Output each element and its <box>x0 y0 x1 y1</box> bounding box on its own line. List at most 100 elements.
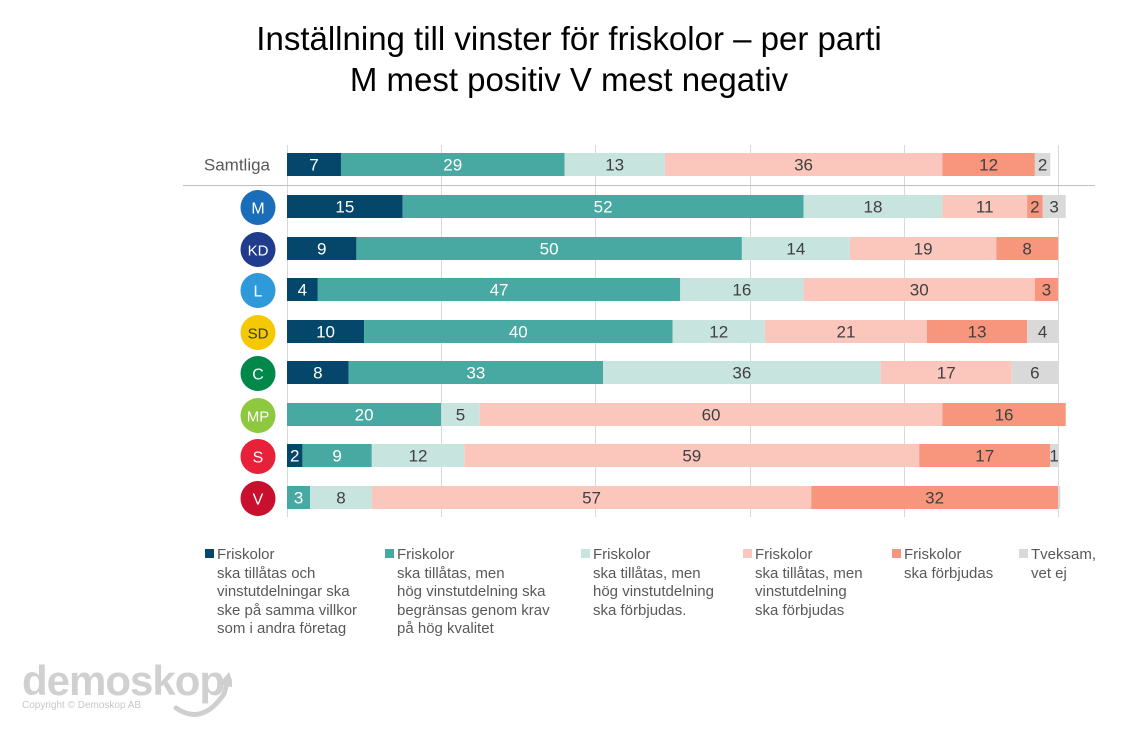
bar-segment <box>1034 153 1051 176</box>
bar-segment <box>287 320 365 343</box>
bar-segment <box>942 195 1028 218</box>
bar-segment <box>926 320 1028 343</box>
data-label: 3 <box>294 489 303 508</box>
data-label: 60 <box>702 406 721 425</box>
legend-item: Friskolor ska tillåtas och vinstutdelnin… <box>205 546 357 639</box>
legend-label: Friskolor ska tillåtas, men hög vinstutd… <box>593 546 714 619</box>
data-label: 33 <box>466 364 485 383</box>
data-label: 6 <box>1030 364 1039 383</box>
legend-swatch <box>205 549 214 558</box>
bars: 7 29 13 36 12 215 52 18 11 2 39 50 14 19 84 47 16 30 310 40… <box>287 153 1066 509</box>
data-label: 17 <box>937 364 956 383</box>
bar-row-mp: 20 5 60 16 <box>287 403 1066 426</box>
data-label: 8 <box>313 364 322 383</box>
bar-segment <box>371 486 812 509</box>
bar-segment <box>680 278 804 301</box>
legend-swatch <box>892 549 901 558</box>
party-circle <box>240 273 276 308</box>
data-label: 2 <box>290 447 299 466</box>
bar-segment <box>741 237 850 260</box>
logo-wordmark: demoskop <box>22 657 225 704</box>
data-label: 9 <box>332 447 341 466</box>
bar-segment <box>1011 361 1058 384</box>
party-label: V <box>253 492 264 509</box>
data-label: 29 <box>443 156 462 175</box>
data-label: 2 <box>1030 198 1039 217</box>
bar-segment <box>287 361 349 384</box>
data-label: 18 <box>863 198 882 217</box>
legend-item: Friskolor ska tillåtas, men hög vinstutd… <box>385 546 550 639</box>
bar-segment <box>356 237 742 260</box>
data-label: 16 <box>995 406 1014 425</box>
party-badge-l: L <box>240 273 276 308</box>
bar-segment <box>371 444 465 467</box>
logo-copyright: Copyright © Demoskop AB <box>22 700 142 711</box>
party-circle <box>240 481 276 516</box>
party-label: L <box>254 284 263 301</box>
data-label: 32 <box>925 489 944 508</box>
data-label: 7 <box>309 156 318 175</box>
data-label: 9 <box>317 240 326 259</box>
demoskop-logo: demoskop Copyright © Demoskop AB <box>22 657 232 717</box>
bar-segment <box>564 153 665 176</box>
bar-row-l: 4 47 16 30 3 <box>287 278 1058 301</box>
bar-segment <box>402 195 804 218</box>
bar-segment <box>340 153 565 176</box>
data-label: 2 <box>1038 156 1047 175</box>
party-label: S <box>253 450 264 467</box>
bar-row-s: 2 9 12 59 17 1 <box>287 444 1059 467</box>
chart-title: Inställning till vinster för friskolor –… <box>256 20 882 57</box>
data-label: 17 <box>975 447 994 466</box>
party-circle <box>240 315 276 350</box>
data-label: 21 <box>837 323 856 342</box>
party-label: KD <box>248 243 269 260</box>
party-label: SD <box>248 326 269 343</box>
party-badge-v: V <box>240 481 276 516</box>
data-label: 14 <box>786 240 805 259</box>
bar-segment <box>464 444 920 467</box>
data-label: 11 <box>976 198 994 217</box>
bar-segment <box>287 195 403 218</box>
party-badge-m: M <box>240 190 276 225</box>
data-label: 4 <box>1038 323 1047 342</box>
data-label: 1 <box>1049 447 1058 466</box>
bar-segment <box>1050 444 1058 467</box>
data-label: 4 <box>298 281 307 300</box>
bar-row-samtliga: 7 29 13 36 12 2 <box>287 153 1051 176</box>
bar-segment <box>849 237 997 260</box>
data-label: 15 <box>335 198 354 217</box>
bar-segment <box>302 444 372 467</box>
data-label: 5 <box>456 406 465 425</box>
bar-segment <box>996 237 1058 260</box>
legend-label: Friskolor ska tillåtas och vinstutdelnin… <box>217 546 358 637</box>
data-label: 19 <box>914 240 933 259</box>
party-circle <box>240 439 276 474</box>
bar-segment <box>603 361 881 384</box>
data-label: 20 <box>355 406 374 425</box>
data-label: 12 <box>979 156 998 175</box>
data-label: 12 <box>709 323 728 342</box>
legend-swatch <box>581 549 590 558</box>
logo-arrow-icon <box>173 672 232 717</box>
party-badge-sd: SD <box>240 315 276 350</box>
bar-segment <box>1034 278 1058 301</box>
party-circle <box>240 190 276 225</box>
bar-segment <box>811 486 1058 509</box>
data-label: 10 <box>316 323 335 342</box>
bar-segment <box>672 320 766 343</box>
bar-segment <box>310 486 372 509</box>
bar-segment <box>287 444 303 467</box>
legend-swatch <box>743 549 752 558</box>
chart-title-block: Inställning till vinster för friskolor –… <box>0 18 1139 100</box>
bar-segment <box>919 444 1051 467</box>
bar-segment <box>287 403 442 426</box>
legend-item: Friskolor ska tillåtas, men hög vinstutd… <box>581 546 714 620</box>
party-label: M <box>251 201 264 218</box>
data-label: 36 <box>732 364 751 383</box>
data-label: 3 <box>1042 281 1051 300</box>
data-label: 50 <box>540 240 559 259</box>
data-label: 12 <box>409 447 428 466</box>
legend-label: Friskolor ska tillåtas, men hög vinstutd… <box>397 546 550 637</box>
bar-segment <box>441 403 480 426</box>
